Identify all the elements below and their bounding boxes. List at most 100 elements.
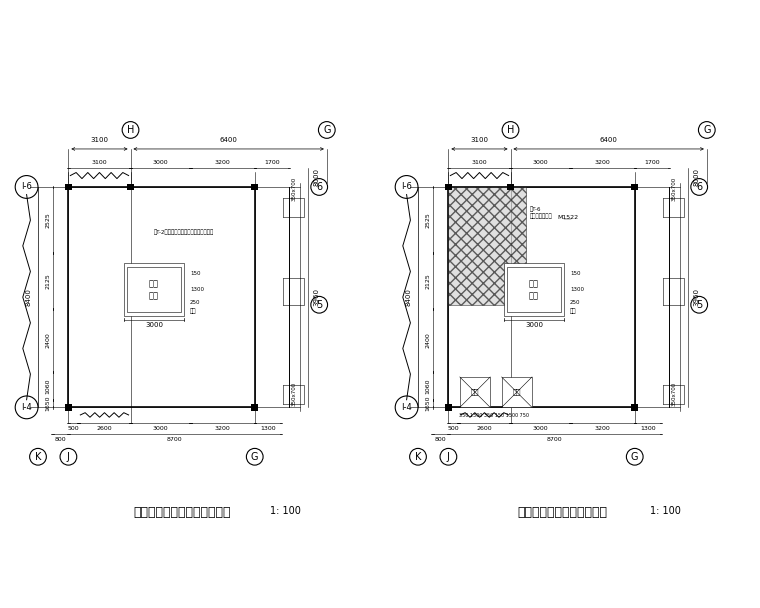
- Text: 6400: 6400: [600, 137, 618, 143]
- Text: 150: 150: [190, 271, 201, 276]
- Text: 客梯: 客梯: [470, 389, 480, 395]
- Text: 500: 500: [448, 426, 459, 430]
- Text: 客梯: 客梯: [512, 389, 521, 395]
- Text: 250: 250: [570, 300, 581, 305]
- Bar: [127, 184, 134, 190]
- Text: 3000: 3000: [533, 426, 549, 430]
- Text: 3200: 3200: [595, 426, 610, 430]
- Text: I-6: I-6: [21, 182, 32, 192]
- Bar: [448, 187, 526, 305]
- Text: 3100: 3100: [472, 160, 487, 165]
- Bar: [507, 184, 514, 190]
- Text: 3960: 3960: [313, 288, 319, 306]
- Text: 钢T-2所楼板开洞处见建筑和楼板配筋图: 钢T-2所楼板开洞处见建筑和楼板配筋图: [154, 230, 214, 235]
- Text: 5: 5: [696, 300, 702, 309]
- Bar: [445, 404, 451, 411]
- Text: 1650: 1650: [45, 396, 50, 411]
- Bar: [632, 404, 638, 411]
- Text: 3100: 3100: [92, 160, 107, 165]
- Text: 8700: 8700: [166, 437, 182, 442]
- Text: 1300: 1300: [640, 426, 656, 430]
- Text: 800: 800: [55, 437, 66, 442]
- Text: 150: 150: [570, 271, 581, 276]
- Text: 1300: 1300: [570, 287, 584, 292]
- Bar: [508, 267, 561, 313]
- Text: 1300: 1300: [190, 287, 204, 292]
- Text: 新增钢结构电梯一层平面图: 新增钢结构电梯一层平面图: [518, 506, 607, 519]
- Text: 250: 250: [190, 300, 201, 305]
- Bar: [445, 184, 451, 190]
- Bar: [669, 198, 684, 217]
- Text: 800: 800: [435, 437, 446, 442]
- Text: 3000: 3000: [525, 322, 543, 328]
- Text: 8000: 8000: [313, 168, 319, 187]
- Text: 加房
电梯: 加房 电梯: [529, 279, 539, 300]
- Text: 1650: 1650: [425, 396, 430, 411]
- Bar: [502, 377, 532, 407]
- Text: I-4: I-4: [21, 403, 32, 412]
- Text: 500: 500: [68, 426, 79, 430]
- Text: 1: 100: 1: 100: [650, 506, 680, 516]
- Text: 5: 5: [316, 300, 322, 309]
- Text: J: J: [67, 452, 70, 461]
- Text: 模件: 模件: [190, 308, 197, 314]
- Text: M1522: M1522: [557, 215, 578, 220]
- Bar: [669, 278, 684, 305]
- Text: 2600: 2600: [477, 426, 492, 430]
- Text: J: J: [447, 452, 450, 461]
- Text: 加房
电梯: 加房 电梯: [149, 279, 159, 300]
- Bar: [504, 263, 565, 316]
- Text: 350x700: 350x700: [672, 177, 677, 201]
- Bar: [289, 385, 304, 404]
- Text: 350x700: 350x700: [292, 177, 297, 201]
- Text: 3000: 3000: [533, 160, 549, 165]
- Text: 8400: 8400: [406, 288, 411, 306]
- Text: 新增钢结构电梯负一层平面图: 新增钢结构电梯负一层平面图: [134, 506, 231, 519]
- Text: I-6: I-6: [401, 182, 412, 192]
- Text: 8400: 8400: [26, 288, 31, 306]
- Text: H: H: [507, 125, 515, 135]
- Bar: [65, 404, 71, 411]
- Text: H: H: [127, 125, 135, 135]
- Text: 3960: 3960: [693, 288, 699, 306]
- Bar: [669, 385, 684, 404]
- Text: 钢T-6
天花板建筑设施: 钢T-6 天花板建筑设施: [530, 206, 553, 218]
- Text: 3100: 3100: [90, 137, 109, 143]
- Text: 8000: 8000: [693, 168, 699, 187]
- Text: 3000: 3000: [145, 322, 163, 328]
- Text: 模件: 模件: [570, 308, 577, 314]
- Text: 2600: 2600: [97, 426, 112, 430]
- Text: 2125: 2125: [425, 273, 430, 289]
- Text: 3000: 3000: [153, 426, 169, 430]
- Text: 2525: 2525: [45, 212, 50, 228]
- Bar: [460, 377, 490, 407]
- Text: 1300: 1300: [260, 426, 276, 430]
- Bar: [289, 198, 304, 217]
- Bar: [124, 263, 185, 316]
- Text: 1700: 1700: [644, 160, 660, 165]
- Text: K: K: [35, 452, 41, 461]
- Text: 2125: 2125: [45, 273, 50, 289]
- Text: 3100: 3100: [470, 137, 489, 143]
- Bar: [252, 404, 258, 411]
- Text: 2400: 2400: [425, 333, 430, 348]
- Bar: [632, 184, 638, 190]
- Text: 6400: 6400: [220, 137, 238, 143]
- Text: 1060: 1060: [45, 378, 50, 393]
- Text: G: G: [703, 125, 711, 135]
- Text: G: G: [251, 452, 258, 461]
- Bar: [128, 267, 181, 313]
- Text: 3000: 3000: [153, 160, 169, 165]
- Text: 350 1300 350 150 1500 750: 350 1300 350 150 1500 750: [459, 413, 529, 418]
- Text: K: K: [415, 452, 421, 461]
- Bar: [65, 184, 71, 190]
- Bar: [252, 184, 258, 190]
- Text: 2525: 2525: [425, 212, 430, 228]
- Text: 8700: 8700: [546, 437, 562, 442]
- Text: 1700: 1700: [264, 160, 280, 165]
- Bar: [289, 278, 304, 305]
- Text: 1: 100: 1: 100: [270, 506, 300, 516]
- Text: 350x700: 350x700: [292, 382, 297, 406]
- Text: 1060: 1060: [425, 378, 430, 393]
- Text: G: G: [631, 452, 638, 461]
